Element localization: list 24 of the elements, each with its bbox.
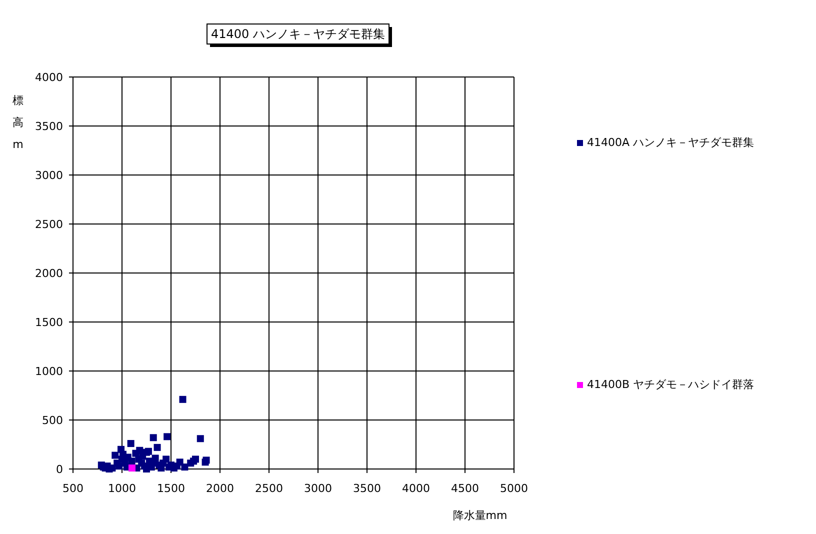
y-tick-label: 4000 xyxy=(35,71,63,84)
chart-title: 41400 ハンノキ－ヤチダモ群集 xyxy=(211,27,385,41)
x-tick-label: 500 xyxy=(62,482,84,495)
legend-label: 41400A ハンノキ－ヤチダモ群集 xyxy=(587,136,754,149)
y-tick-label: 2500 xyxy=(35,218,63,231)
y-tick-label: 0 xyxy=(56,463,63,476)
x-tick-label: 1500 xyxy=(157,482,185,495)
x-tick-label: 3000 xyxy=(304,482,332,495)
x-tick-label: 1000 xyxy=(108,482,136,495)
y-tick-label: 500 xyxy=(42,414,63,427)
x-tick-label: 4000 xyxy=(402,482,430,495)
x-tick-label: 2000 xyxy=(206,482,234,495)
y-tick-label: 3000 xyxy=(35,169,63,182)
x-tick-label: 4500 xyxy=(451,482,479,495)
x-axis-title: 降水量mm xyxy=(452,509,508,522)
y-tick-label: 3500 xyxy=(35,120,63,133)
x-tick-label: 3500 xyxy=(353,482,381,495)
y-tick-label: 2000 xyxy=(35,267,63,280)
x-tick-label: 2500 xyxy=(255,482,283,495)
x-tick-label: 5000 xyxy=(500,482,528,495)
y-tick-label: 1000 xyxy=(35,365,63,378)
y-axis-title: 標高m xyxy=(12,94,24,151)
legend-label: 41400B ヤチダモ－ハシドイ群落 xyxy=(587,378,754,391)
y-tick-label: 1500 xyxy=(35,316,63,329)
